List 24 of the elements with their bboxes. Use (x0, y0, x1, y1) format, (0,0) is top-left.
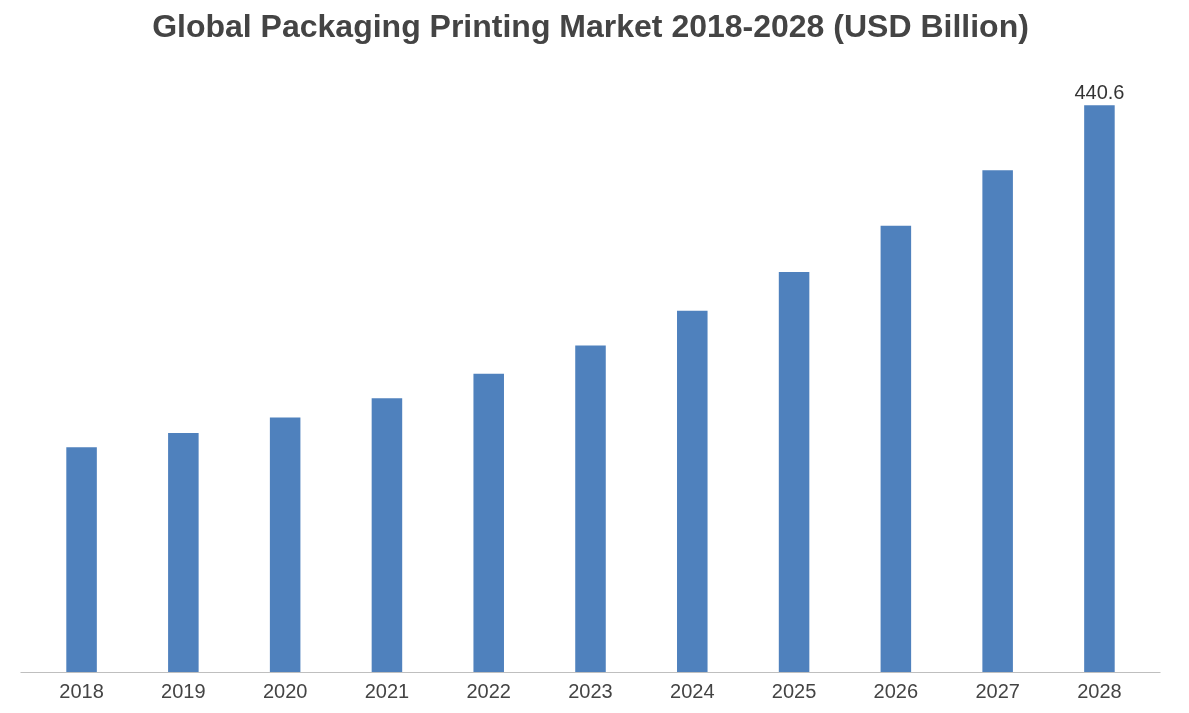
bar (880, 225, 912, 673)
x-tick-label: 2027 (975, 679, 1020, 702)
chart-title: Global Packaging Printing Market 2018-2028 (USD Billion) (152, 7, 1029, 44)
bar (168, 433, 199, 673)
x-tick-label: 2025 (771, 679, 817, 702)
bar (677, 310, 708, 673)
x-tick-label: 2024 (670, 679, 715, 702)
data-label: 440.6 (1074, 81, 1125, 104)
bar (575, 345, 606, 673)
bar (473, 373, 504, 673)
x-tick-label: 2028 (1077, 679, 1122, 702)
x-tick-label: 2018 (59, 679, 104, 702)
bar (778, 272, 810, 673)
x-tick-label: 2019 (161, 679, 206, 702)
bar (66, 447, 97, 673)
bar (269, 417, 301, 673)
x-tick-label: 2023 (568, 679, 613, 702)
bar (982, 170, 1013, 673)
x-tick-label: 2026 (873, 679, 919, 702)
x-tick-label: 2022 (466, 679, 511, 702)
x-tick-label: 2021 (364, 679, 410, 702)
x-tick-label: 2020 (262, 679, 308, 702)
bar (371, 398, 403, 673)
bar (1084, 105, 1115, 673)
